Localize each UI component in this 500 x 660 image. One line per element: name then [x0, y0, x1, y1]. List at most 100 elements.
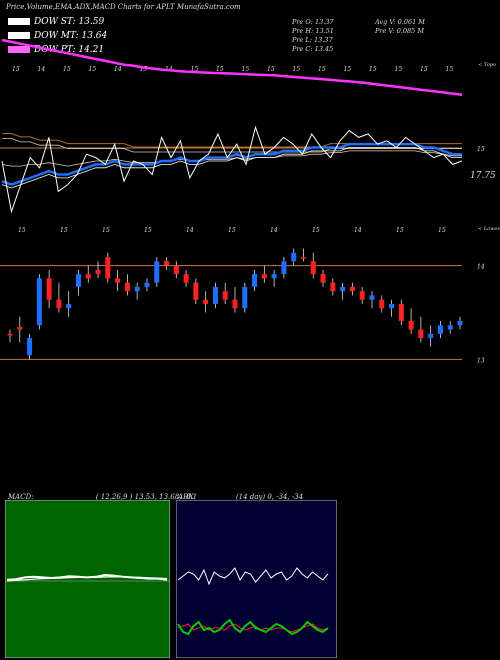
ema-top-tick-label: 14 [38, 66, 46, 73]
adx-label-name: ADX [178, 493, 194, 501]
ema-corner-label: < Topo [478, 62, 496, 68]
legend-swatch-icon [8, 32, 30, 39]
price-top-tick-label: 15 [228, 227, 236, 234]
price-top-tick-label: 15 [396, 227, 404, 234]
candle-body [75, 274, 81, 287]
candle-body [242, 286, 248, 309]
candle-body [271, 274, 277, 279]
candle-body [212, 286, 218, 304]
legend-dow-st-label: DOW ST: 13.59 [34, 17, 105, 27]
adx-label-params: (14 day) 0, -34, -34 [235, 493, 304, 501]
candle-body [173, 265, 179, 275]
ema-top-tick-label: 15 [318, 66, 326, 73]
candle-body [144, 282, 150, 287]
price-top-tick-label: 15 [438, 227, 446, 234]
candle-body [124, 282, 130, 292]
candle-body [193, 282, 199, 300]
ema-top-tick-label: 15 [446, 66, 454, 73]
adx-background [176, 500, 337, 658]
price-top-tick-label: 15 [60, 227, 68, 234]
ema-gray-line [2, 138, 462, 153]
candle-body [418, 329, 424, 339]
legend-dow-mt: DOW MT: 13.64 [8, 31, 107, 41]
ema-top-tick-label: 15 [369, 66, 377, 73]
price-top-tick-label: 14 [270, 227, 278, 234]
candle-body [389, 303, 395, 309]
legend-dow-mt-label: DOW MT: 13.64 [34, 31, 108, 41]
ema-top-tick-label: 15 [89, 66, 97, 73]
price-top-tick-label: 15 [144, 227, 152, 234]
adx-green-line [177, 618, 329, 636]
ema-right-label: 15 [477, 146, 485, 153]
candle-body [66, 303, 72, 309]
price-top-tick-label: 15 [18, 227, 26, 234]
candle-body [134, 286, 140, 292]
ema-white-line [1, 147, 462, 189]
price-top-tick-label: 14 [186, 227, 194, 234]
candle-body [300, 257, 306, 259]
candle-body [27, 338, 33, 356]
ema-top-tick-label: 15 [191, 66, 199, 73]
chart-title: Price,Volume,EMA,ADX,MACD Charts for APL… [6, 3, 241, 11]
candle-body [36, 278, 42, 326]
candle-body [56, 299, 62, 309]
info-pre-open: Pre O: 13.37 [292, 18, 334, 26]
candle-body [85, 274, 91, 279]
ema-top-tick-label: 15 [395, 66, 403, 73]
ema-tan-line [1, 150, 462, 167]
info-pre-low: Pre L: 13.37 [292, 36, 333, 44]
candle-body [398, 303, 404, 322]
ema-top-tick-label: 15 [267, 66, 275, 73]
candle-body [320, 274, 326, 283]
macd-line [6, 573, 168, 581]
candle-body [7, 333, 13, 336]
candle-body [437, 325, 443, 334]
price-right-label: 14 [477, 264, 485, 271]
ema-top-tick-label: 15 [140, 66, 148, 73]
price-top-tick-label: 15 [312, 227, 320, 234]
price-top-tick-label: 14 [354, 227, 362, 234]
candle-body [203, 299, 209, 304]
candle-body [164, 261, 170, 266]
ema-top-tick-label: 15 [12, 66, 20, 73]
candle-body [359, 291, 365, 300]
candle-body [447, 325, 453, 330]
candle-body [115, 278, 121, 283]
legend-dow-pt: DOW PT: 14.21 [8, 45, 104, 55]
candle-body [369, 295, 375, 300]
ema-top-tick-label: 15 [63, 66, 71, 73]
adx-label: ADX (14 day) 0, -34, -34 [178, 493, 303, 501]
info-pre-volume: Pre V: 0.085 M [375, 27, 425, 35]
candle-body [310, 261, 316, 275]
info-avg-volume: Avg V: 0.061 M [375, 18, 425, 26]
macd-label: MACD: ( 12,26,9 ) 13.53, 13.68, -0.1 [8, 493, 197, 501]
adx-panel [176, 500, 337, 658]
dow-pt-line [1, 38, 463, 96]
legend-swatch-icon [8, 18, 30, 25]
candle-body [261, 274, 267, 279]
macd-label-name: MACD: [8, 493, 34, 501]
candle-body [17, 327, 23, 330]
candle-body [330, 282, 336, 292]
candle-body [379, 299, 385, 309]
legend-dow-st: DOW ST: 13.59 [8, 17, 104, 27]
candle-body [252, 274, 258, 287]
price-corner-label: < Lowes [478, 226, 500, 232]
macd-label-params: ( 12,26,9 ) 13.53, 13.68, -0.1 [95, 493, 198, 501]
ema-and-price-svg: 15 14 15 15 14 15 14 15 15 15 15 15 15 15 15 15 15 15 < To… [0, 38, 500, 364]
candle-body [291, 252, 297, 262]
candle-body [408, 321, 414, 330]
candle-body [457, 321, 463, 326]
price-top-tick-label: 15 [102, 227, 110, 234]
ema-top-tick-label: 15 [344, 66, 352, 73]
candle-body [349, 286, 355, 292]
info-pre-high: Pre H: 13.51 [292, 27, 334, 35]
candle-body [154, 261, 160, 283]
candle-body [281, 261, 287, 275]
macd-panel [5, 500, 170, 658]
candle-body [95, 269, 101, 275]
candle-body [46, 278, 52, 300]
ema-top-tick-label: 15 [242, 66, 250, 73]
candle-body [428, 333, 434, 339]
candle-body [183, 274, 189, 283]
